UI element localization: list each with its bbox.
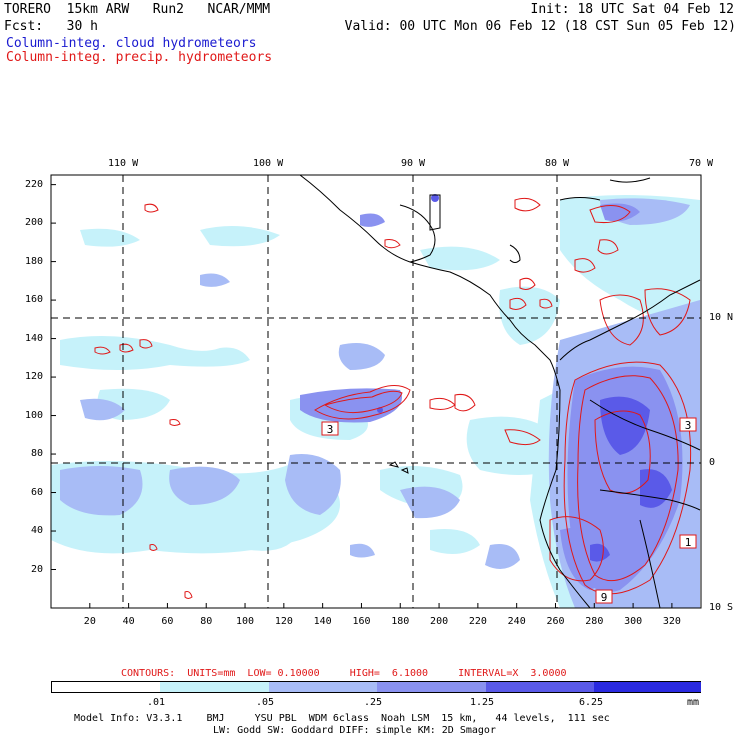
init-time: Init: 18 UTC Sat 04 Feb 12 xyxy=(530,2,735,17)
colorbar-label: 6.25 xyxy=(579,697,604,708)
y-tick-label: 180 xyxy=(25,255,44,267)
colorbar-label: .01 xyxy=(147,697,166,708)
y-tick-label: 160 xyxy=(25,294,44,306)
y-tick-label: 220 xyxy=(25,178,44,190)
box-label: 3 xyxy=(685,419,692,432)
lat-label-0: 0 xyxy=(709,457,716,468)
field-cloud-label: Column-integ. cloud hydrometeors xyxy=(6,36,257,51)
box-labels: 3 3 1 9 xyxy=(321,417,697,604)
run-title: TORERO 15km ARW Run2 NCAR/MMM xyxy=(4,2,271,17)
forecast-hour: Fcst: 30 h xyxy=(4,19,98,34)
colorbar-segment xyxy=(52,682,161,692)
x-tick-label: 100 xyxy=(236,616,255,627)
lon-label-100w: 100 W xyxy=(253,158,284,169)
x-tick-label: 20 xyxy=(83,616,96,627)
lon-label-110w: 110 W xyxy=(108,158,139,169)
lat-label-10n: 10 N xyxy=(709,312,734,323)
y-tick-label: 200 xyxy=(25,217,44,229)
x-tick-label: 320 xyxy=(662,616,681,627)
box-label: 1 xyxy=(685,536,692,549)
map-frame xyxy=(50,174,702,609)
box-label: 9 xyxy=(601,591,608,604)
lon-label-70w: 70 W xyxy=(689,158,714,169)
x-tick-label: 180 xyxy=(391,616,410,627)
x-tick-label: 120 xyxy=(274,616,293,627)
x-tick-label: 60 xyxy=(161,616,174,627)
y-tick-label: 120 xyxy=(25,371,44,383)
colorbar-segment xyxy=(377,682,487,692)
axis-ticks xyxy=(51,184,673,608)
x-tick-label: 280 xyxy=(585,616,604,627)
lon-label-80w: 80 W xyxy=(545,158,570,169)
physics-info: LW: Godd SW: Goddard DIFF: simple KM: 2D… xyxy=(213,725,496,736)
y-tick-label: 40 xyxy=(31,525,44,537)
colorbar-segment xyxy=(160,682,270,692)
y-tick-label: 60 xyxy=(31,486,44,498)
x-tick-label: 200 xyxy=(430,616,449,627)
y-tick-label: 100 xyxy=(25,409,44,421)
y-tick-label: 20 xyxy=(31,563,44,575)
y-tick-label: 80 xyxy=(31,448,44,460)
colorbar-label: mm xyxy=(687,697,700,708)
x-tick-label: 260 xyxy=(546,616,565,627)
colorbar-label: .25 xyxy=(364,697,383,708)
x-tick-label: 240 xyxy=(507,616,526,627)
box-label: 3 xyxy=(327,423,334,436)
contour-info: CONTOURS: UNITS=mm LOW= 0.10000 HIGH= 6.… xyxy=(121,668,567,679)
coastlines xyxy=(299,175,701,608)
colorbar-segment xyxy=(594,682,701,692)
precip-contours xyxy=(94,197,692,599)
valid-time: Valid: 00 UTC Mon 06 Feb 12 (18 CST Sun … xyxy=(344,19,736,34)
x-tick-label: 40 xyxy=(122,616,135,627)
x-tick-label: 300 xyxy=(624,616,643,627)
shaded-fields: 3 3 1 9 xyxy=(51,175,701,608)
model-info: Model Info: V3.3.1 BMJ YSU PBL WDM 6clas… xyxy=(74,713,610,724)
x-tick-label: 80 xyxy=(200,616,213,627)
lon-label-90w: 90 W xyxy=(401,158,426,169)
colorbar xyxy=(51,681,701,693)
cloud-shading-level4 xyxy=(377,194,672,562)
x-tick-label: 140 xyxy=(313,616,332,627)
lat-lon-grid xyxy=(51,175,701,608)
x-tick-label: 220 xyxy=(468,616,487,627)
field-precip-label: Column-integ. precip. hydrometeors xyxy=(6,50,273,65)
colorbar-segment xyxy=(269,682,378,692)
x-tick-label: 160 xyxy=(352,616,371,627)
colorbar-label: 1.25 xyxy=(470,697,495,708)
lat-label-10s: 10 S xyxy=(709,602,734,613)
y-tick-label: 140 xyxy=(25,332,44,344)
colorbar-label: .05 xyxy=(256,697,275,708)
colorbar-segment xyxy=(486,682,595,692)
